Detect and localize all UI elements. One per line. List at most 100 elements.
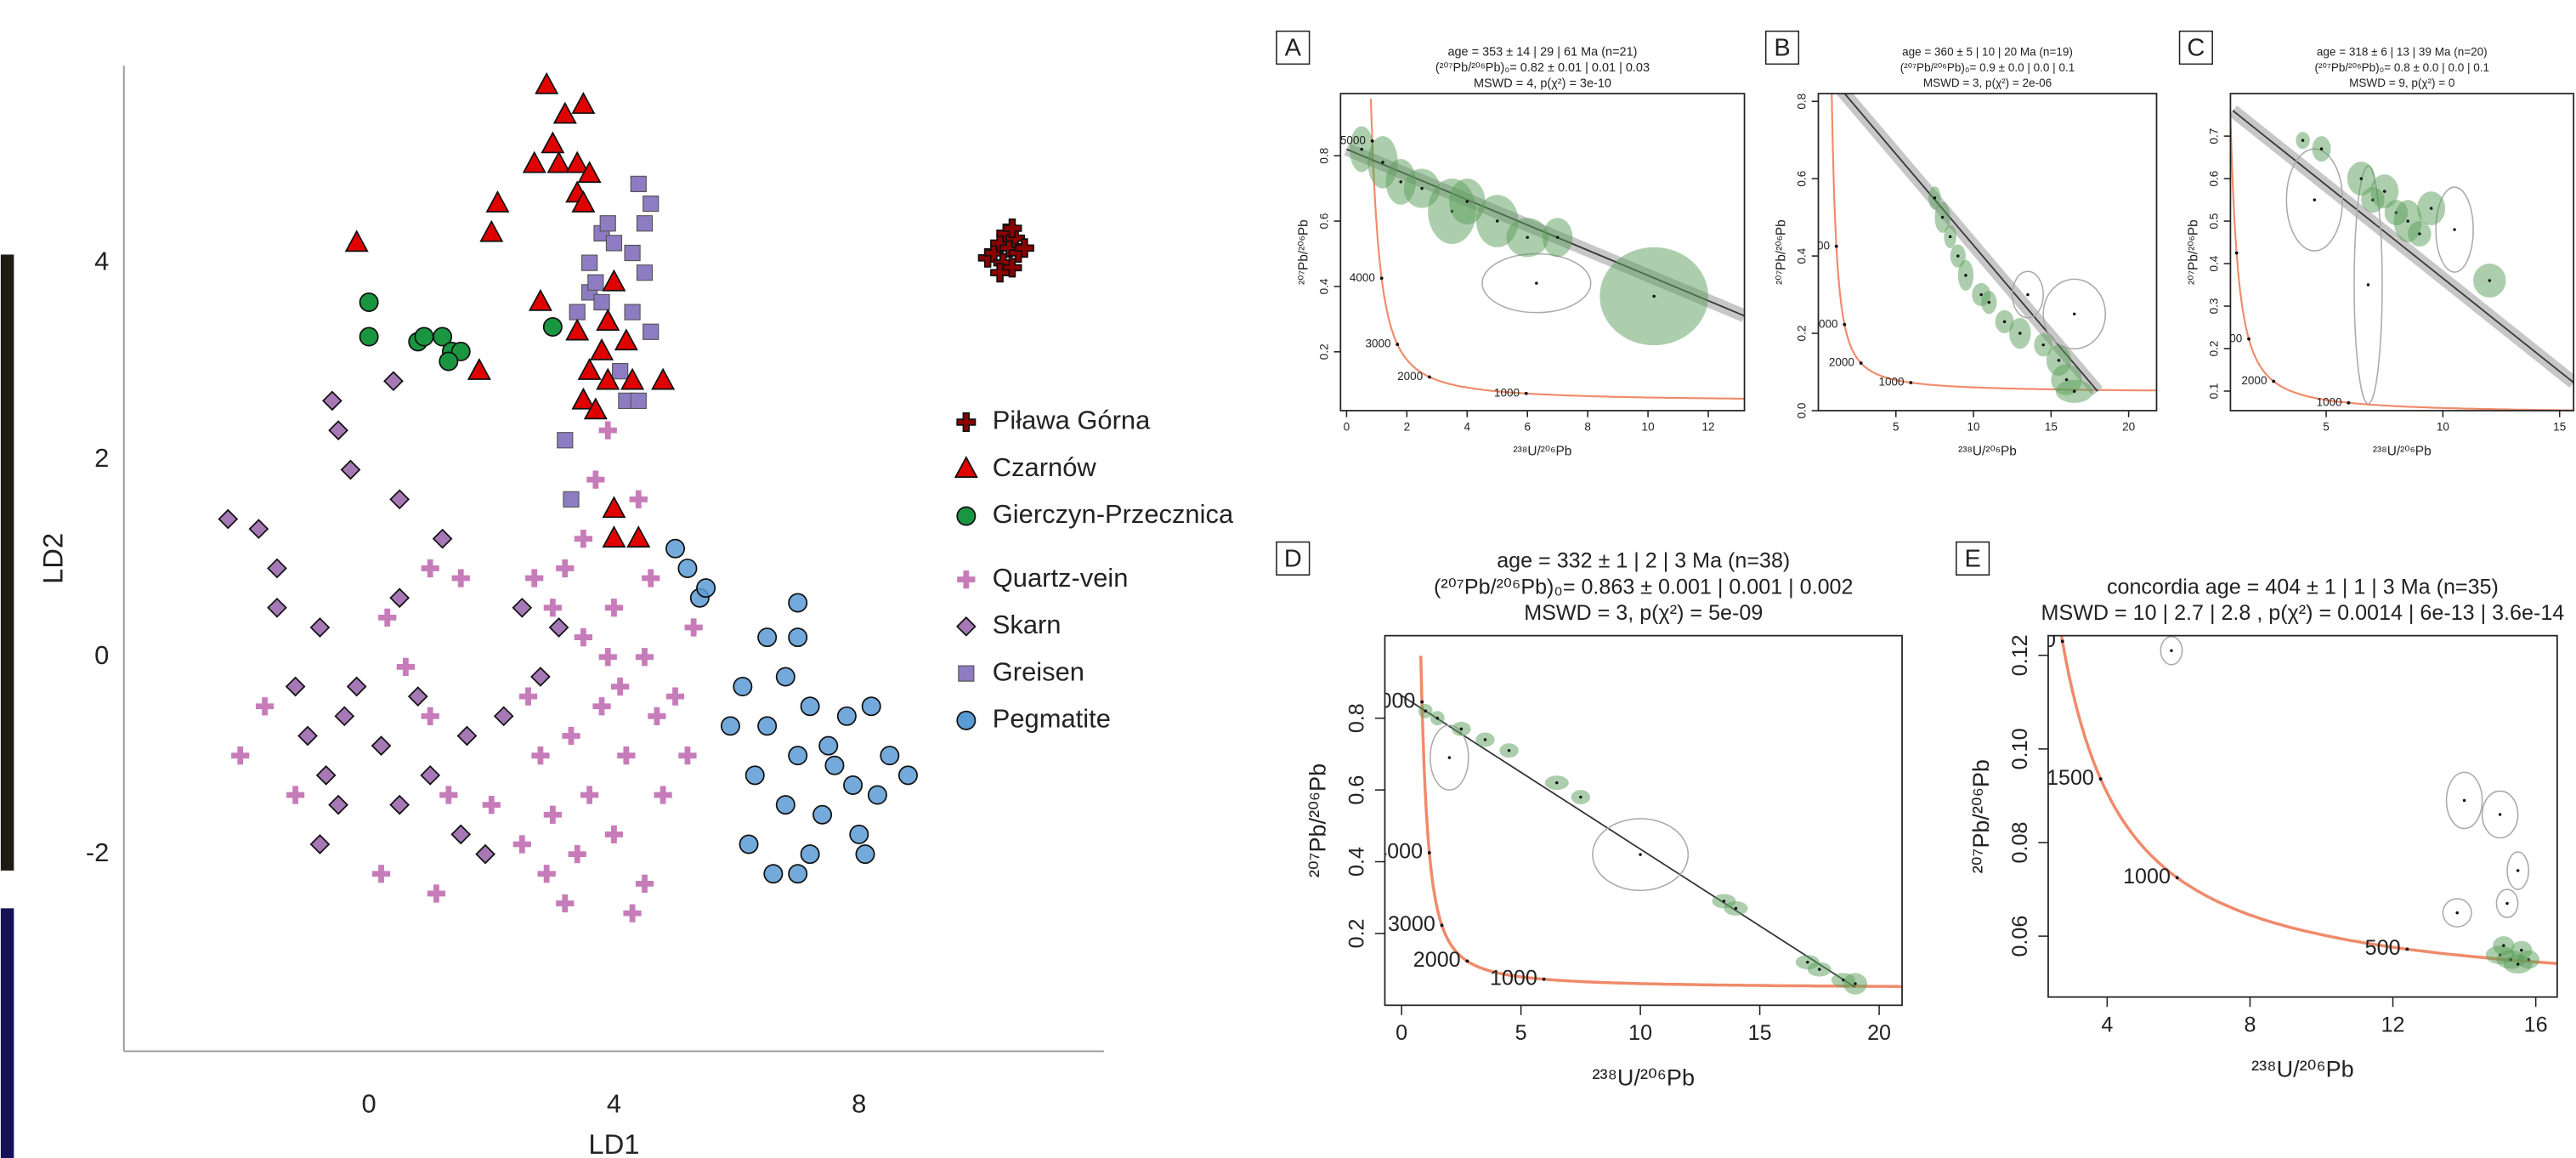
age-label: 1000 [2123,865,2171,888]
y-tick-label: 0.06 [2008,916,2032,957]
x-tick-label: 20 [1867,1021,1891,1045]
y-tick-label: 0.8 [1345,703,1368,733]
ellipse-center [2502,944,2505,947]
plot-area: 2000 1500 1000 500 [2047,635,2557,974]
ellipse-center [2488,279,2492,282]
marker [322,390,343,412]
legend-marker [956,710,977,730]
plot-title: age = 360 ± 5 | 10 | 20 Ma (n=19) [1902,45,2073,58]
ellipse-center [1933,196,1937,200]
age-label: 1000 [1490,966,1537,990]
ellipse-center [1734,906,1738,911]
age-label: 1500 [2047,766,2094,790]
marker [602,496,626,519]
x-tick-label: 10 [1967,420,1980,433]
marker [248,519,269,539]
rejected-ellipse [2506,851,2530,890]
marker [630,392,647,409]
marker [531,746,550,765]
marker [684,618,703,637]
marker [665,538,686,559]
x-tick-label: 5 [1515,1021,1527,1045]
marker [340,459,361,480]
ellipse-center [2418,232,2421,236]
panel-label: A [1285,35,1302,62]
y-tick-label: 0.0 [1796,403,1809,419]
panel-label: D [1284,545,1302,572]
x-tick-label: 8 [2244,1013,2256,1037]
age-tick [1542,977,1546,981]
y-tick-label: 0.6 [1345,775,1368,805]
ellipse-center [1956,254,1960,258]
x-tick-label: 16 [2524,1013,2548,1037]
marker [285,676,306,697]
marker [344,230,369,253]
ellipse-center [2505,901,2509,905]
age-tick [2060,639,2064,644]
ellipse-center [2170,649,2173,653]
ellipse-center [1399,180,1402,184]
ellipse-center [2072,389,2076,393]
y-tick-label: 0 [94,640,109,670]
ellipse-center [2520,948,2523,952]
marker [569,304,586,321]
concordia-curve [1419,656,1903,989]
marker [880,746,900,766]
x-tick-label: 15 [1748,1021,1772,1045]
marker [642,569,660,588]
ellipse-center [2018,332,2022,335]
marker [371,865,391,883]
y-axis-label: ²⁰⁷Pb/²⁰⁶Pb [1297,219,1311,285]
marker [580,786,599,804]
age-label: 3000 [2216,332,2242,344]
marker [654,786,672,804]
x-tick-label: 0 [1344,420,1350,433]
marker [546,150,571,173]
plot-title: MSWD = 9, p(χ²) = 0 [2349,77,2454,89]
marker [867,785,887,805]
marker [451,569,470,588]
marker [800,844,820,865]
y-axis-label: ²⁰⁷Pb/²⁰⁶Pb [1775,219,1789,285]
marker [286,786,305,804]
ellipse-center [2455,911,2459,915]
marker [556,894,575,913]
plot-title: (²⁰⁷Pb/²⁰⁶Pb)₀= 0.8 ± 0.0 | 0.0 | 0.1 [2315,61,2490,74]
x-tick-label: 4 [2101,1013,2113,1037]
marker [359,326,379,347]
marker [571,387,596,410]
age-label: 2000 [1829,356,1854,369]
marker [635,874,654,893]
marker [396,657,415,676]
marker [586,470,605,489]
ellipse-center [2516,962,2520,966]
ellipse-center [1496,219,1499,223]
x-axis-label: ²³⁸U/²⁰⁶Pb [1593,1064,1695,1090]
y-tick-label: 0.6 [1796,171,1809,187]
marker [788,864,808,884]
marker [843,775,863,795]
ellipse-center [2072,312,2076,316]
marker [334,706,355,727]
marker [744,765,765,786]
age-label: 5000 [1368,689,1416,712]
y-axis-label: ²⁰⁷Pb/²⁰⁶Pb [2187,219,2201,285]
y-axis-label: ²⁰⁷Pb/²⁰⁶Pb [1968,759,1994,873]
ellipse-center [1579,795,1582,799]
panel-label: E [1964,545,1980,572]
ellipse-center [2002,320,2007,324]
y-tick-label: 0.5 [2207,213,2220,230]
ellipse-center [1818,968,1821,971]
marker [528,288,552,311]
marker [897,765,918,786]
marker [593,293,610,311]
marker [636,264,654,281]
age-tick [1859,361,1863,365]
marker [678,746,697,765]
marker [605,235,623,252]
age-tick [2175,876,2179,880]
marker [467,357,491,380]
y-tick-label: 0.4 [1796,247,1809,264]
marker [626,525,651,548]
plot-title: (²⁰⁷Pb/²⁰⁶Pb)₀= 0.863 ± 0.001 | 0.001 | … [1434,575,1853,599]
